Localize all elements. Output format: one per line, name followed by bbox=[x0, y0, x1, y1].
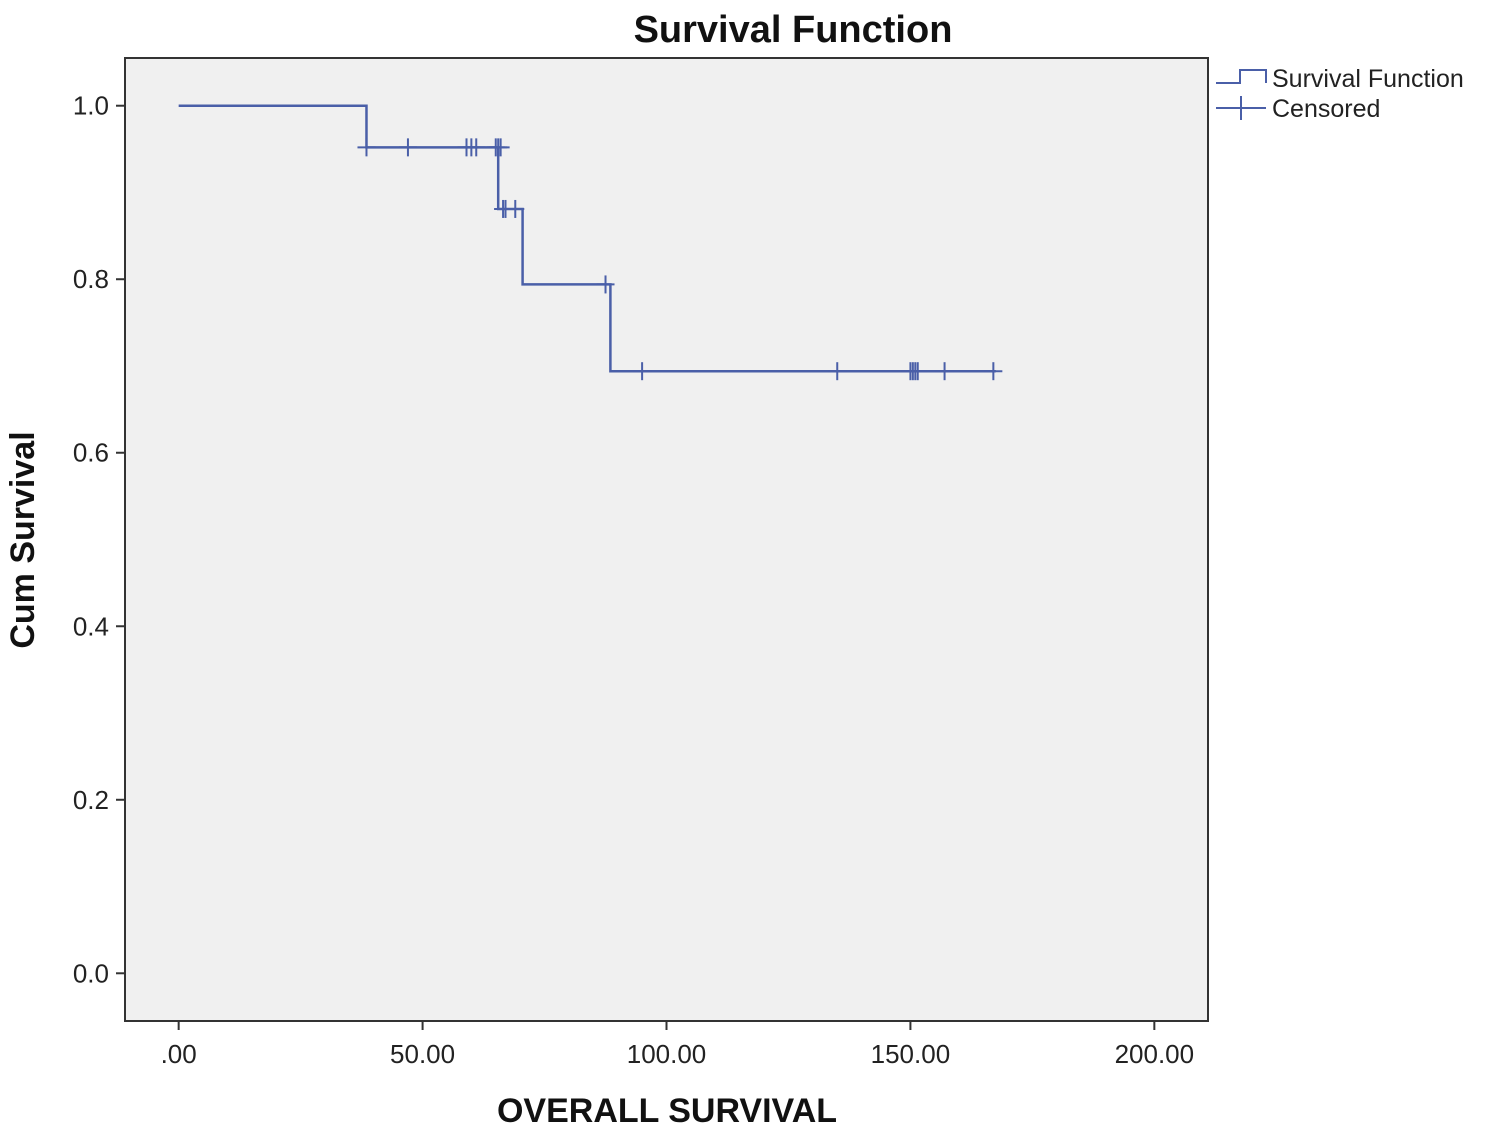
chart-marks bbox=[178, 104, 1003, 381]
y-tick-label: 0.8 bbox=[73, 264, 109, 294]
censored-marker bbox=[357, 138, 376, 157]
x-tick-label: .00 bbox=[161, 1039, 197, 1069]
axes: .00 50.00 100.00 150.00 200.00 0.0 0.2 0.4 0.6 0.… bbox=[73, 91, 1194, 1069]
legend-survival-function-label: Survival Function bbox=[1272, 65, 1464, 93]
legend-survival-function-swatch bbox=[1216, 69, 1267, 84]
censored-marker bbox=[596, 275, 615, 294]
chart-title: Survival Function bbox=[634, 9, 953, 51]
censored-marker bbox=[984, 362, 1003, 381]
legend: Survival Function Censored bbox=[1216, 65, 1464, 123]
censored-marker bbox=[506, 199, 525, 218]
y-tick-label: 0.0 bbox=[73, 958, 109, 988]
y-tick-label: 0.2 bbox=[73, 785, 109, 815]
censored-marker bbox=[491, 138, 510, 157]
x-tick-label: 150.00 bbox=[871, 1039, 951, 1069]
y-tick-label: 1.0 bbox=[73, 91, 109, 121]
censored-marker bbox=[908, 362, 927, 381]
y-tick-label: 0.6 bbox=[73, 438, 109, 468]
y-axis-title: Cum Survival bbox=[4, 431, 42, 648]
x-tick-label: 100.00 bbox=[627, 1039, 707, 1069]
x-axis-title: OVERALL SURVIVAL bbox=[497, 1092, 837, 1130]
censored-marker bbox=[935, 362, 954, 381]
plot-area bbox=[124, 57, 1209, 1022]
y-tick-label: 0.4 bbox=[73, 611, 109, 641]
censored-marker bbox=[633, 362, 652, 381]
x-tick-label: 50.00 bbox=[390, 1039, 455, 1069]
censored-marker bbox=[467, 138, 486, 157]
legend-censored-label: Censored bbox=[1272, 95, 1380, 123]
censored-marker bbox=[398, 138, 417, 157]
x-tick-label: 200.00 bbox=[1115, 1039, 1195, 1069]
censored-marker bbox=[828, 362, 847, 381]
